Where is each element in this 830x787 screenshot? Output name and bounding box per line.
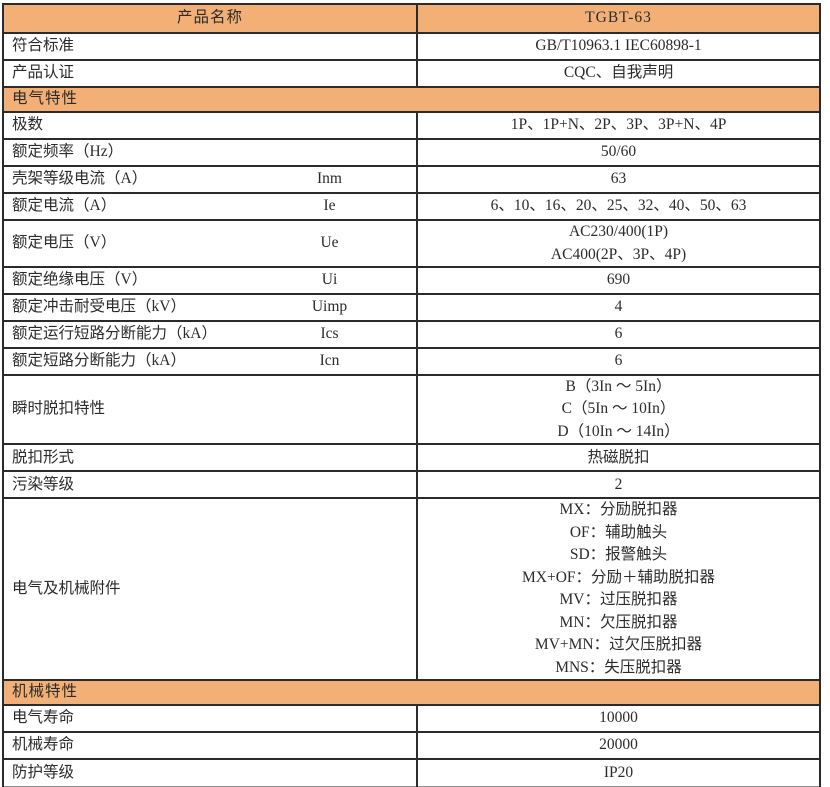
spec-symbol: Inm xyxy=(243,165,418,194)
spec-label: 污染等级 xyxy=(3,470,243,499)
spec-label: 额定频率（Hz） xyxy=(3,138,243,167)
spec-symbol xyxy=(243,32,418,61)
table-row: 额定运行短路分断能力（kA） Ics 6 xyxy=(3,320,821,349)
spec-label: 电气及机械附件 xyxy=(3,497,243,681)
table-row: 电气及机械附件 MX：分励脱扣器 OF：辅助触头 SD：报警触头 MX+OF：分励… xyxy=(3,497,821,681)
spec-label: 极数 xyxy=(3,111,243,140)
spec-value: GB/T10963.1 IEC60898-1 xyxy=(416,32,821,61)
spec-symbol: Ue xyxy=(243,219,418,268)
spec-label: 额定短路分断能力（kA） xyxy=(3,347,243,376)
header-product-name-cell: 产品名称 xyxy=(3,3,418,34)
spec-symbol xyxy=(243,497,418,681)
spec-table-body: 产品名称 TGBT-63 符合标准 GB/T10963.1 IEC60898-1 产… xyxy=(3,3,821,787)
spec-value: 2 xyxy=(416,470,821,499)
table-row: 产品认证 CQC、自我声明 xyxy=(3,59,821,88)
spec-symbol xyxy=(243,758,418,787)
spec-symbol: Ui xyxy=(243,266,418,295)
table-header-row: 产品名称 TGBT-63 xyxy=(3,3,821,34)
spec-value: 10000 xyxy=(416,704,821,733)
header-product-model-cell: TGBT-63 xyxy=(416,3,821,34)
spec-symbol: Ie xyxy=(243,192,418,221)
section-header-row: 机械特性 xyxy=(3,679,821,706)
spec-value: 4 xyxy=(416,293,821,322)
table-row: 额定冲击耐受电压（kV） Uimp 4 xyxy=(3,293,821,322)
table-row: 机械寿命 20000 xyxy=(3,731,821,760)
spec-value: MX：分励脱扣器 OF：辅助触头 SD：报警触头 MX+OF：分励＋辅助脱扣器 … xyxy=(416,497,821,681)
spec-value: IP20 xyxy=(416,758,821,787)
table-row: 额定绝缘电压（V） Ui 690 xyxy=(3,266,821,295)
spec-label: 额定冲击耐受电压（kV） xyxy=(3,293,243,322)
spec-label: 额定运行短路分断能力（kA） xyxy=(3,320,243,349)
spec-value: AC230/400(1P) AC400(2P、3P、4P) xyxy=(416,219,821,268)
spec-symbol xyxy=(243,470,418,499)
table-row: 额定短路分断能力（kA） Icn 6 xyxy=(3,347,821,376)
table-row: 电气寿命 10000 xyxy=(3,704,821,733)
spec-label: 额定绝缘电压（V） xyxy=(3,266,243,295)
table-row: 污染等级 2 xyxy=(3,470,821,499)
table-row: 脱扣形式 热磁脱扣 xyxy=(3,443,821,472)
spec-label: 防护等级 xyxy=(3,758,243,787)
table-row: 壳架等级电流（A） Inm 63 xyxy=(3,165,821,194)
spec-label: 符合标准 xyxy=(3,32,243,61)
spec-value: 20000 xyxy=(416,731,821,760)
spec-value: 6 xyxy=(416,320,821,349)
spec-label: 电气寿命 xyxy=(3,704,243,733)
spec-label: 产品认证 xyxy=(3,59,243,88)
spec-symbol xyxy=(243,731,418,760)
spec-value: 6 xyxy=(416,347,821,376)
table-row: 额定电压（V） Ue AC230/400(1P) AC400(2P、3P、4P) xyxy=(3,219,821,268)
table-row: 极数 1P、1P+N、2P、3P、3P+N、4P xyxy=(3,111,821,140)
spec-label: 脱扣形式 xyxy=(3,443,243,472)
section-header-label: 机械特性 xyxy=(3,679,821,706)
spec-value: 1P、1P+N、2P、3P、3P+N、4P xyxy=(416,111,821,140)
spec-symbol xyxy=(243,704,418,733)
spec-value: 6、10、16、20、25、32、40、50、63 xyxy=(416,192,821,221)
spec-symbol xyxy=(243,59,418,88)
section-header-row: 电气特性 xyxy=(3,86,821,113)
spec-label: 壳架等级电流（A） xyxy=(3,165,243,194)
table-row: 瞬时脱扣特性 B（3In ～ 5In） C（5In ～ 10In） D（10In … xyxy=(3,373,821,445)
table-row: 防护等级 IP20 xyxy=(3,758,821,787)
spec-value: 50/60 xyxy=(416,138,821,167)
spec-symbol xyxy=(243,443,418,472)
table-row: 额定电流（A） Ie 6、10、16、20、25、32、40、50、63 xyxy=(3,192,821,221)
section-header-label: 电气特性 xyxy=(3,86,821,113)
spec-value: B（3In ～ 5In） C（5In ～ 10In） D（10In ～ 14In… xyxy=(416,373,821,445)
spec-value: 63 xyxy=(416,165,821,194)
spec-label: 瞬时脱扣特性 xyxy=(3,373,243,445)
spec-symbol xyxy=(243,138,418,167)
spec-symbol: Icn xyxy=(243,347,418,376)
product-spec-table: 产品名称 TGBT-63 符合标准 GB/T10963.1 IEC60898-1 产… xyxy=(2,3,822,787)
table-row: 符合标准 GB/T10963.1 IEC60898-1 xyxy=(3,32,821,61)
table-row: 额定频率（Hz） 50/60 xyxy=(3,138,821,167)
spec-value: 热磁脱扣 xyxy=(416,443,821,472)
spec-label: 机械寿命 xyxy=(3,731,243,760)
spec-label: 额定电压（V） xyxy=(3,219,243,268)
spec-symbol xyxy=(243,373,418,445)
spec-value: 690 xyxy=(416,266,821,295)
spec-symbol xyxy=(243,111,418,140)
spec-symbol: Uimp xyxy=(243,293,418,322)
spec-value: CQC、自我声明 xyxy=(416,59,821,88)
spec-label: 额定电流（A） xyxy=(3,192,243,221)
spec-symbol: Ics xyxy=(243,320,418,349)
